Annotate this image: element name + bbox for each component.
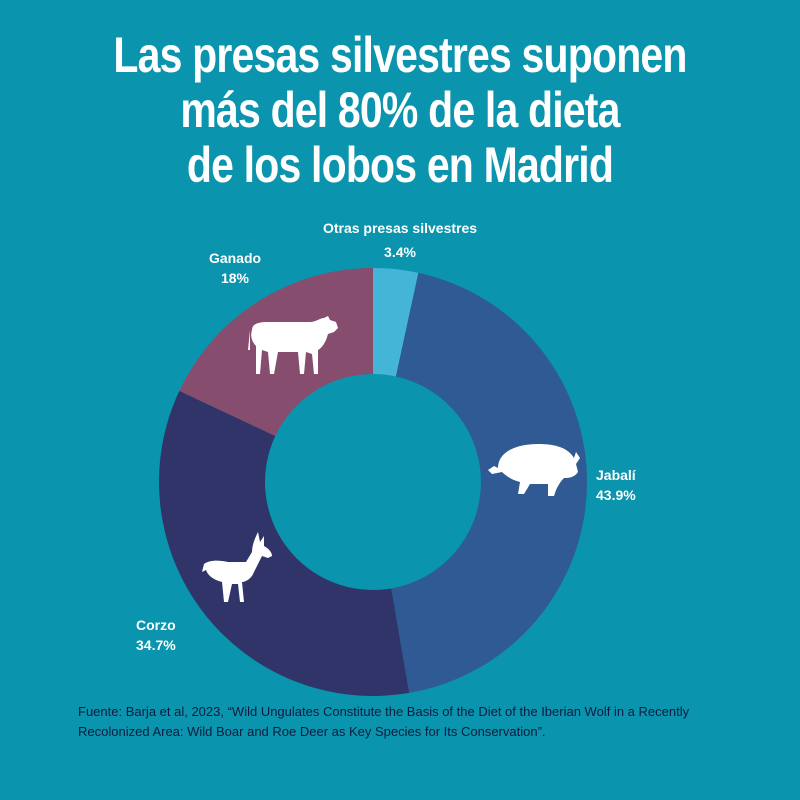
label-ganado-value: 18% <box>220 270 250 286</box>
label-corzo: Corzo 34.7% <box>136 615 216 655</box>
wild-boar-icon <box>488 444 580 496</box>
label-jabali: Jabalí 43.9% <box>596 465 666 505</box>
label-ganado-name: Ganado <box>208 250 262 266</box>
cow-icon <box>248 316 338 374</box>
source-note: Fuente: Barja et al, 2023, “Wild Ungulat… <box>78 704 690 739</box>
chart-title: Las presas silvestres suponen más del 80… <box>72 28 728 193</box>
slice-otras-presas-silvestres <box>373 268 419 377</box>
title-line-2: más del 80% de la dieta <box>180 82 620 138</box>
label-otras-value: 3.4% <box>384 244 416 260</box>
slice-jabali <box>391 272 587 693</box>
roe-deer-icon <box>202 532 272 602</box>
label-corzo-name: Corzo <box>136 617 176 633</box>
label-jabali-value: 43.9% <box>596 487 636 503</box>
slice-corzo <box>158 390 410 696</box>
title-line-3: de los lobos en Madrid <box>186 137 614 193</box>
label-corzo-value: 34.7% <box>136 637 176 653</box>
label-jabali-name: Jabalí <box>596 467 636 483</box>
label-ganado: Ganado 18% <box>190 248 280 288</box>
title-line-1: Las presas silvestres suponen <box>113 27 687 83</box>
label-otras-name: Otras presas silvestres <box>322 220 478 236</box>
label-otras-presas: Otras presas silvestres 3.4% <box>290 218 510 262</box>
